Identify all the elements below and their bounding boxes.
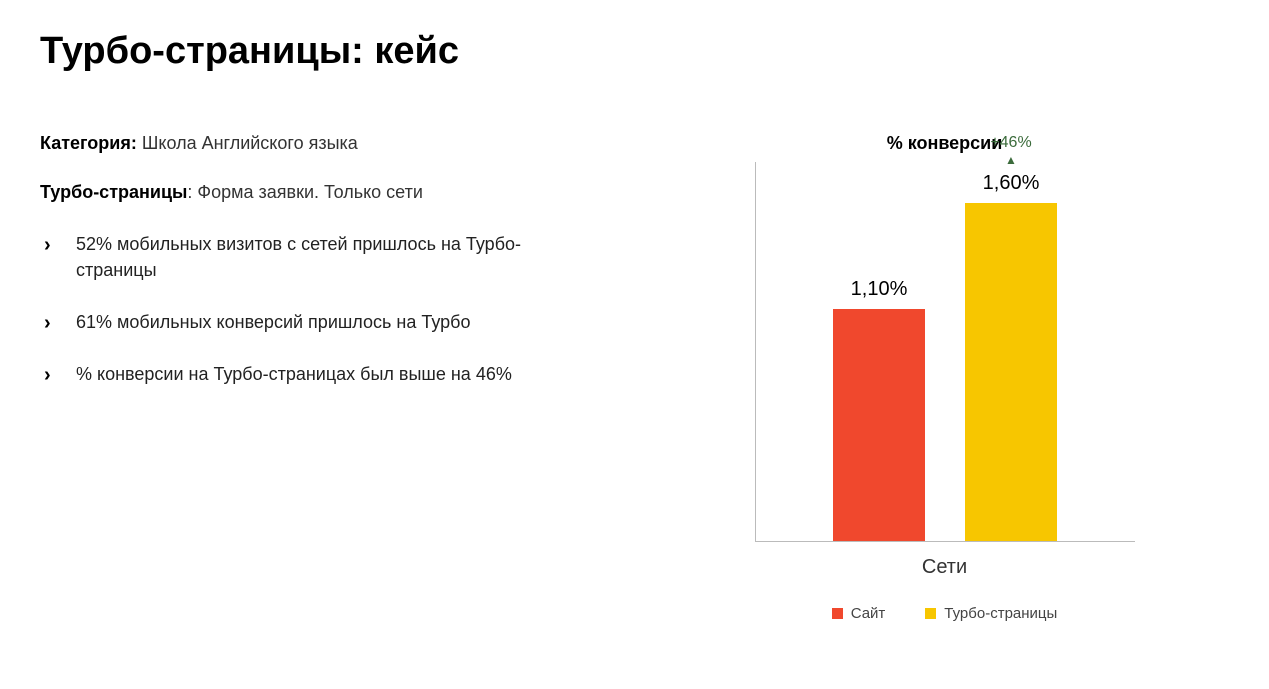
slide-title: Турбо-страницы: кейс — [40, 30, 1229, 73]
legend-swatch — [832, 608, 843, 619]
chart-plot: 1,10%+46%▲1,60% — [755, 162, 1135, 542]
turbo-line: Турбо-страницы: Форма заявки. Только сет… — [40, 182, 600, 203]
bar-group: 1,10% +46% ▲ 1,60% — [833, 134, 1057, 541]
bar-turbo: +46% ▲ 1,60% — [965, 134, 1057, 541]
legend-label: Турбо-страницы — [944, 605, 1057, 622]
bullet-item: 61% мобильных конверсий пришлось на Турб… — [40, 309, 600, 335]
text-column: Категория: Школа Английского языка Турбо… — [40, 133, 600, 622]
bullet-list: 52% мобильных визитов с сетей пришлось н… — [40, 231, 600, 387]
category-label: Категория: — [40, 133, 137, 153]
bar-site: 1,10% — [833, 278, 925, 541]
bar-rect — [833, 309, 925, 541]
legend-swatch — [925, 608, 936, 619]
arrow-up-icon: ▲ — [1005, 154, 1017, 166]
legend-label: Сайт — [851, 605, 886, 622]
bar-value-label: 1,60% — [983, 172, 1040, 195]
chart-area: 1,10%+46%▲1,60% Сети Сайт Турбо-страницы — [755, 162, 1135, 622]
category-value: Школа Английского языка — [142, 133, 358, 153]
bar-rect — [965, 203, 1057, 541]
bullet-item: 52% мобильных визитов с сетей пришлось н… — [40, 231, 600, 283]
legend-item: Сайт — [832, 605, 886, 622]
turbo-value: : Форма заявки. Только сети — [187, 182, 423, 202]
legend-item: Турбо-страницы — [925, 605, 1057, 622]
x-axis-label: Сети — [922, 556, 967, 579]
content-row: Категория: Школа Английского языка Турбо… — [40, 133, 1229, 622]
chart-legend: Сайт Турбо-страницы — [832, 605, 1058, 622]
chart-column: % конверсии 1,10%+46%▲1,60% Сети СайтТур… — [660, 133, 1229, 622]
bar-delta-label: +46% — [990, 134, 1031, 152]
bullet-item: % конверсии на Турбо-страницах был выше … — [40, 361, 600, 387]
bar-value-label: 1,10% — [851, 278, 908, 301]
turbo-label: Турбо-страницы — [40, 182, 187, 202]
category-line: Категория: Школа Английского языка — [40, 133, 600, 154]
